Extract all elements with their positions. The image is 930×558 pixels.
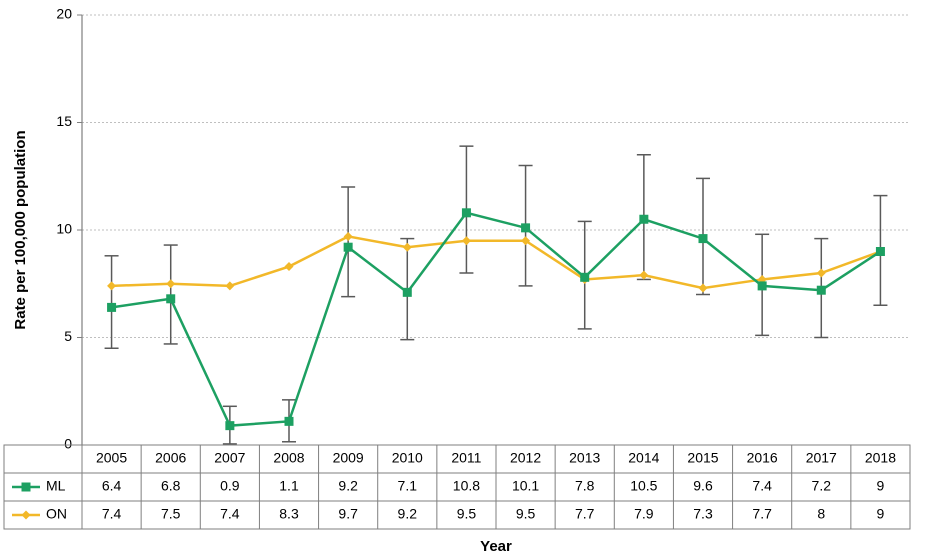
marker-ml (580, 273, 589, 282)
table-cell: 9 (877, 478, 885, 494)
table-cell: 10.1 (512, 478, 539, 494)
table-cell: 9 (877, 506, 885, 522)
table-cell: 9.2 (338, 478, 358, 494)
y-tick-label: 5 (64, 328, 72, 344)
legend-label-on: ON (46, 506, 67, 522)
year-header: 2014 (628, 450, 659, 466)
rate-chart: 0 5 10 15 20 Rate per 100,000 population 2005 2… (0, 0, 930, 558)
year-header: 2008 (273, 450, 304, 466)
legend-marker-ml (22, 483, 31, 492)
table-cell: 7.3 (693, 506, 713, 522)
table-cell: 7.4 (220, 506, 240, 522)
table-cell: 9.2 (398, 506, 418, 522)
table-cell: 10.8 (453, 478, 480, 494)
year-header: 2009 (333, 450, 364, 466)
marker-ml (462, 208, 471, 217)
table-cell: 6.4 (102, 478, 122, 494)
marker-ml (285, 417, 294, 426)
legend-marker-on (22, 511, 31, 520)
y-tick-label: 10 (56, 221, 72, 237)
year-header: 2012 (510, 450, 541, 466)
year-header: 2016 (747, 450, 778, 466)
year-header: 2017 (806, 450, 837, 466)
table-cell: 9.5 (457, 506, 477, 522)
table-cell: 9.5 (516, 506, 536, 522)
marker-ml (225, 421, 234, 430)
table-cell: 7.4 (752, 478, 772, 494)
marker-ml (521, 223, 530, 232)
year-header: 2010 (392, 450, 423, 466)
table-cell: 7.8 (575, 478, 595, 494)
legend-label-ml: ML (46, 478, 66, 494)
y-tick-label: 15 (56, 113, 72, 129)
table-cell: 7.7 (752, 506, 772, 522)
table-cell: 1.1 (279, 478, 299, 494)
year-header: 2006 (155, 450, 186, 466)
marker-ml (876, 247, 885, 256)
marker-ml (166, 294, 175, 303)
y-tick-label: 20 (56, 6, 72, 22)
table-cell: 7.7 (575, 506, 595, 522)
marker-ml (758, 281, 767, 290)
year-header: 2007 (214, 450, 245, 466)
year-header: 2013 (569, 450, 600, 466)
marker-ml (403, 288, 412, 297)
table-cell: 8.3 (279, 506, 299, 522)
table-cell: 7.1 (398, 478, 418, 494)
marker-ml (699, 234, 708, 243)
table-cell: 7.2 (812, 478, 832, 494)
y-tick-label: 0 (64, 436, 72, 452)
marker-ml (107, 303, 116, 312)
table-cell: 7.5 (161, 506, 181, 522)
y-axis-title: Rate per 100,000 population (12, 130, 29, 329)
table-cell: 10.5 (630, 478, 657, 494)
table-cell: 6.8 (161, 478, 181, 494)
marker-ml (344, 243, 353, 252)
table-cell: 7.4 (102, 506, 122, 522)
year-header: 2005 (96, 450, 127, 466)
year-header: 2015 (687, 450, 718, 466)
table-cell: 0.9 (220, 478, 240, 494)
year-header: 2011 (451, 450, 481, 466)
marker-ml (639, 215, 648, 224)
table-cell: 9.6 (693, 478, 713, 494)
table-cell: 8 (817, 506, 825, 522)
table-cell: 9.7 (338, 506, 358, 522)
marker-ml (817, 286, 826, 295)
year-header: 2018 (865, 450, 896, 466)
x-axis-title: Year (480, 538, 512, 555)
table-cell: 7.9 (634, 506, 654, 522)
